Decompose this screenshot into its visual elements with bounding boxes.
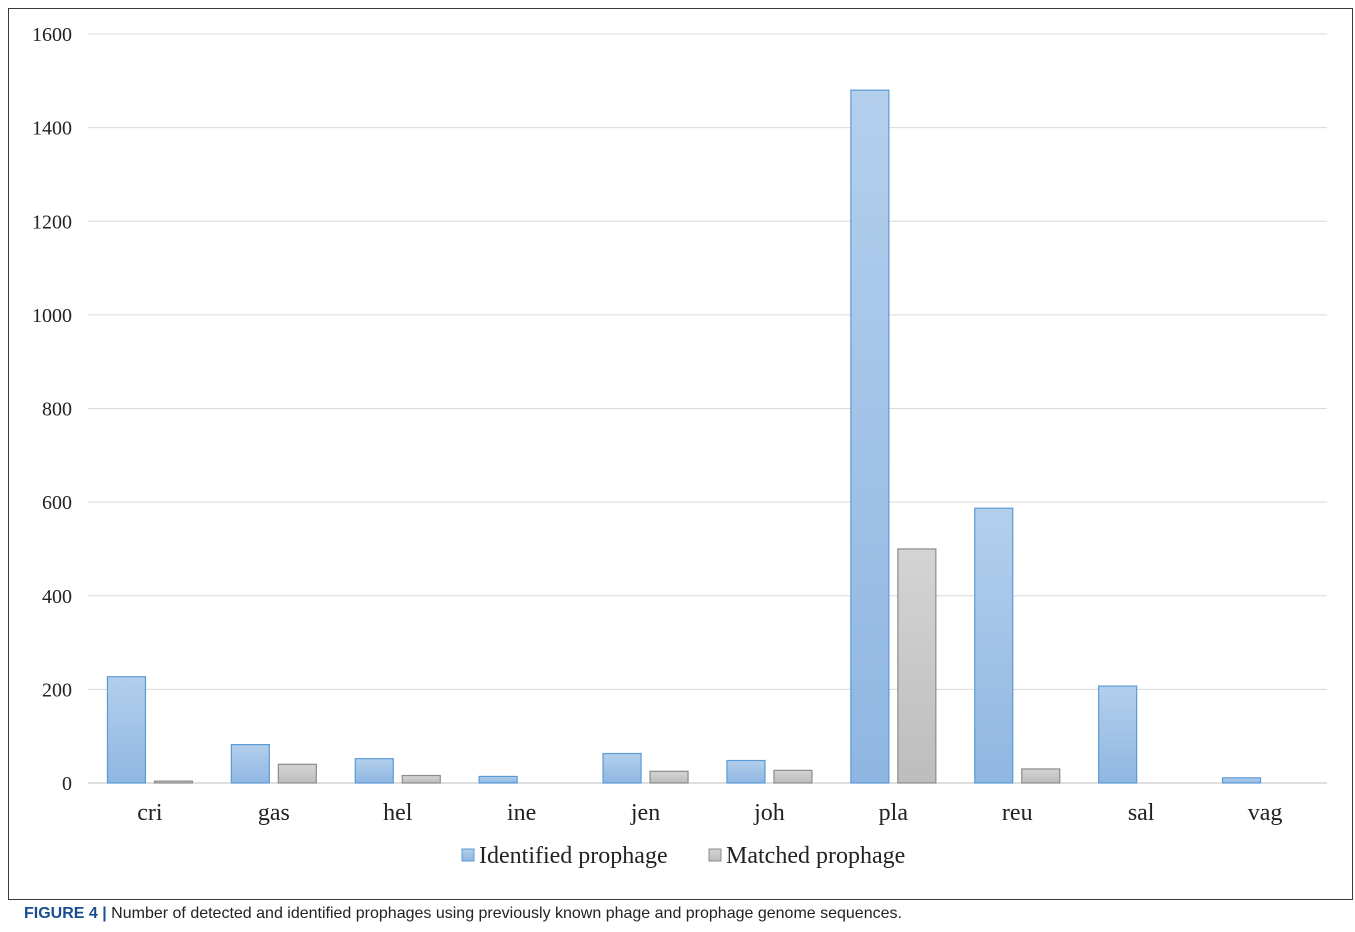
figure-caption: FIGURE 4 | Number of detected and identi… <box>24 905 1344 923</box>
x-tick-label: sal <box>1128 800 1155 826</box>
y-tick-label: 0 <box>62 773 72 795</box>
bar-matched <box>1021 768 1061 784</box>
bar-identified <box>478 775 518 784</box>
y-tick-label: 600 <box>42 492 72 514</box>
y-tick-label: 1600 <box>32 24 72 46</box>
bar-matched <box>773 769 813 784</box>
y-tick-label: 1000 <box>32 305 72 327</box>
bar-identified <box>106 676 147 784</box>
grid-lines <box>88 33 1327 784</box>
bars <box>106 89 1262 784</box>
x-tick-label: vag <box>1248 800 1283 826</box>
bar-matched <box>153 780 194 784</box>
bar-matched <box>897 548 937 784</box>
bar-identified <box>850 89 890 784</box>
x-tick-label: pla <box>879 800 909 826</box>
y-tick-label: 1200 <box>32 211 72 233</box>
bar-identified <box>602 752 642 784</box>
bar-identified <box>1221 777 1262 784</box>
x-tick-label: ine <box>507 800 536 826</box>
y-axis-ticks: 0 200 400 600 800 1000 1200 1400 1600 <box>32 24 72 795</box>
bar-matched <box>649 770 689 784</box>
caption-text: Number of detected and identified propha… <box>111 905 902 922</box>
x-tick-label: gas <box>258 800 290 826</box>
bar-identified <box>230 744 270 784</box>
bar-identified <box>974 507 1014 784</box>
legend-label-identified: Identified prophage <box>479 843 668 869</box>
x-tick-label: reu <box>1002 800 1033 826</box>
legend-swatch-matched <box>708 848 722 862</box>
y-tick-label: 200 <box>42 679 72 701</box>
x-axis-ticks: cri gas hel ine jen joh pla reu sal vag <box>137 800 1282 826</box>
y-tick-label: 1400 <box>32 118 72 140</box>
y-tick-label: 800 <box>42 399 72 421</box>
legend: Identified prophage Matched prophage <box>461 843 905 869</box>
bar-matched <box>401 774 441 784</box>
y-tick-label: 400 <box>42 586 72 608</box>
x-tick-label: hel <box>383 800 413 826</box>
figure-label: FIGURE 4 | <box>24 905 107 922</box>
legend-label-matched: Matched prophage <box>726 843 905 869</box>
bar-identified <box>354 758 394 784</box>
legend-swatch-identified <box>461 848 475 862</box>
x-tick-label: joh <box>753 800 785 826</box>
x-tick-label: cri <box>137 800 163 826</box>
bar-identified <box>1098 685 1138 784</box>
bar-identified <box>726 759 766 784</box>
x-tick-label: jen <box>630 800 660 826</box>
bar-matched <box>277 763 317 784</box>
bar-chart: 0 200 400 600 800 1000 1200 1400 1600 cri gas hel i… <box>32 24 1327 869</box>
